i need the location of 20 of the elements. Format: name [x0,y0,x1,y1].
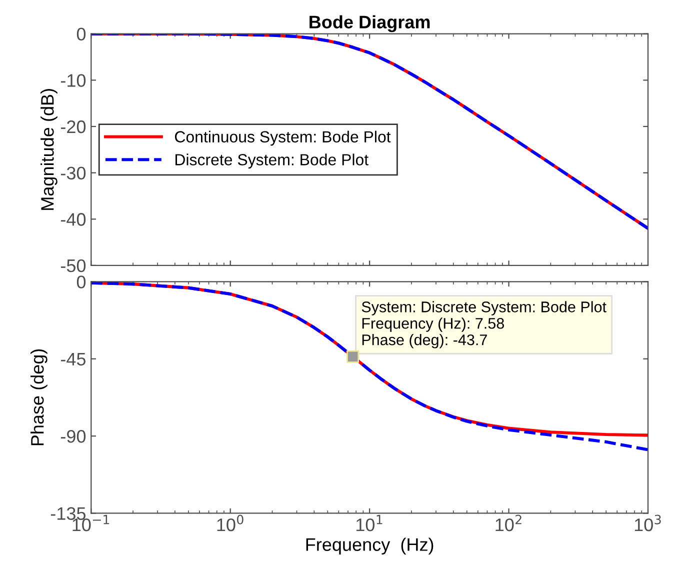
y-tick-label: -50 [60,259,86,272]
y-axis-title: Magnitude (dB) [40,89,58,210]
x-tick-label: 10$^{1}$ [356,514,382,532]
chart-title: Bode Diagram [310,15,430,32]
y-tick-label: -90 [60,430,86,443]
y-axis-title: Phase (deg) [30,349,48,446]
annotation: System: Discrete System: Bode Plot Frequency (Hz): 7.58 Phase (deg): -43.7 [362,301,606,348]
y-tick-label: -20 [60,120,86,134]
y-tick-label: -10 [60,74,86,87]
legend-label: Continuous System: Bode Plot [174,130,391,146]
x-axis-title: Frequency (Hz) [306,538,434,555]
x-tick-label: 10$^{2}$ [496,514,522,532]
legend-label: Discrete System: Bode Plot [175,154,368,169]
y-tick-label: -45 [60,352,86,366]
y-tick-label: 0 [76,276,86,288]
y-tick-label: -30 [60,166,86,180]
y-tick-label: 0 [76,28,86,41]
x-tick-label: 10$^{0}$ [217,514,244,532]
y-tick-label: -40 [60,213,86,226]
x-tick-label: 10$^{3}$ [634,514,661,532]
